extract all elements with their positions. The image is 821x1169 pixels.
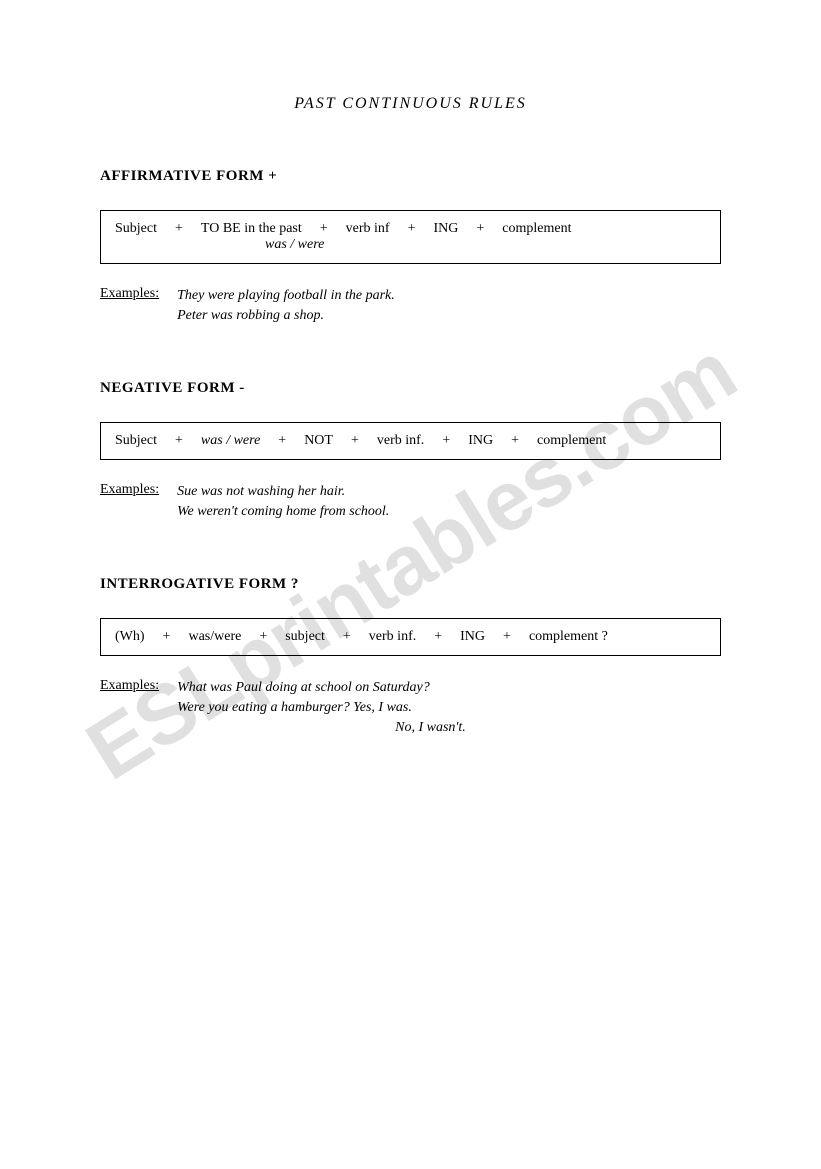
examples-text: What was Paul doing at school on Saturda…	[177, 678, 466, 737]
formula-part: Subject	[115, 433, 157, 449]
formula-part: ING	[468, 433, 493, 449]
example-line: What was Paul doing at school on Saturda…	[177, 678, 466, 698]
formula-part: +	[434, 629, 442, 645]
affirmative-formula-sub: was / were	[115, 237, 706, 253]
negative-formula-box: Subject + was / were + NOT + verb inf. +…	[100, 422, 721, 460]
formula-part: verb inf	[346, 221, 390, 237]
interrogative-formula-box: (Wh) + was/were + subject + verb inf. + …	[100, 618, 721, 656]
example-line: Peter was robbing a shop.	[177, 306, 395, 326]
formula-part: was/were	[188, 629, 241, 645]
examples-text: They were playing football in the park. …	[177, 286, 395, 325]
formula-part: complement	[537, 433, 606, 449]
example-line: Sue was not washing her hair.	[177, 482, 389, 502]
affirmative-formula-row: Subject + TO BE in the past + verb inf +…	[115, 221, 706, 237]
formula-part: +	[442, 433, 450, 449]
formula-part: +	[259, 629, 267, 645]
negative-examples: Examples: Sue was not washing her hair. …	[100, 482, 721, 521]
example-line: They were playing football in the park.	[177, 286, 395, 306]
examples-text: Sue was not washing her hair. We weren't…	[177, 482, 389, 521]
formula-part: TO BE in the past	[201, 221, 302, 237]
formula-part: +	[175, 433, 183, 449]
formula-part: complement ?	[529, 629, 608, 645]
formula-part: +	[476, 221, 484, 237]
formula-part: ING	[460, 629, 485, 645]
example-line: We weren't coming home from school.	[177, 502, 389, 522]
formula-part: complement	[502, 221, 571, 237]
negative-header: NEGATIVE FORM -	[100, 380, 721, 397]
formula-part: +	[511, 433, 519, 449]
formula-part: +	[278, 433, 286, 449]
formula-part: +	[408, 221, 416, 237]
page-title: PAST CONTINUOUS RULES	[100, 95, 721, 113]
formula-part: +	[163, 629, 171, 645]
formula-part: NOT	[304, 433, 333, 449]
formula-part: +	[343, 629, 351, 645]
formula-part: +	[503, 629, 511, 645]
formula-part: +	[175, 221, 183, 237]
negative-formula-row: Subject + was / were + NOT + verb inf. +…	[115, 433, 706, 449]
formula-part: Subject	[115, 221, 157, 237]
interrogative-examples: Examples: What was Paul doing at school …	[100, 678, 721, 737]
formula-part: was / were	[201, 433, 260, 449]
affirmative-examples: Examples: They were playing football in …	[100, 286, 721, 325]
examples-label: Examples:	[100, 678, 159, 737]
formula-part: verb inf.	[369, 629, 416, 645]
interrogative-formula-row: (Wh) + was/were + subject + verb inf. + …	[115, 629, 706, 645]
formula-part: +	[351, 433, 359, 449]
examples-label: Examples:	[100, 482, 159, 521]
example-line: Were you eating a hamburger? Yes, I was.	[177, 698, 466, 718]
examples-label: Examples:	[100, 286, 159, 325]
affirmative-formula-box: Subject + TO BE in the past + verb inf +…	[100, 210, 721, 264]
formula-part: (Wh)	[115, 629, 145, 645]
interrogative-header: INTERROGATIVE FORM ?	[100, 576, 721, 593]
affirmative-header: AFFIRMATIVE FORM +	[100, 168, 721, 185]
formula-part: verb inf.	[377, 433, 424, 449]
formula-part: +	[320, 221, 328, 237]
example-answer-line: No, I wasn't.	[177, 718, 466, 738]
formula-part: ING	[434, 221, 459, 237]
formula-part: subject	[285, 629, 325, 645]
